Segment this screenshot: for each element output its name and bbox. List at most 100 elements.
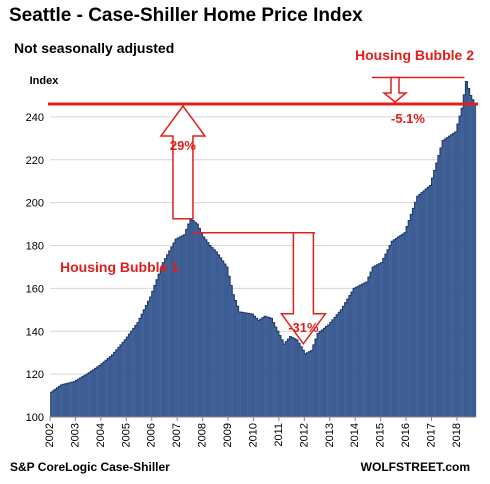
y-tick-label: 140: [26, 326, 44, 338]
bar: [149, 296, 152, 417]
bar: [310, 350, 313, 417]
y-axis-title: Index: [30, 75, 60, 87]
bar: [139, 318, 142, 417]
bar: [331, 319, 335, 417]
bar: [437, 155, 441, 417]
small-down-arrow: [381, 76, 409, 103]
bar: [323, 328, 326, 417]
bar: [253, 316, 256, 417]
bar: [113, 352, 116, 417]
x-tick-label: 2013: [324, 423, 336, 447]
bubble-2-label: Housing Bubble 2: [355, 47, 474, 63]
bar: [69, 382, 72, 417]
bar: [278, 335, 282, 417]
bar: [327, 324, 330, 417]
bar: [376, 264, 379, 417]
bar: [414, 202, 417, 417]
bar: [302, 350, 305, 417]
bar: [334, 317, 337, 417]
bar: [151, 291, 154, 417]
bar: [100, 363, 104, 417]
y-tick-label: 120: [26, 369, 44, 381]
x-tick-label: 2015: [375, 423, 387, 447]
bar: [56, 387, 59, 417]
bar: [397, 236, 400, 417]
bar: [208, 245, 212, 417]
bar: [240, 312, 244, 417]
bar: [340, 309, 343, 417]
bar: [281, 339, 284, 417]
bar: [66, 383, 70, 417]
y-tick-label: 180: [26, 241, 44, 253]
bar: [471, 99, 475, 417]
bar: [329, 322, 333, 417]
bar: [274, 326, 277, 417]
x-tick-label: 2002: [44, 423, 56, 447]
bar: [319, 331, 322, 417]
credit-note: WOLFSTREET.com: [360, 460, 470, 474]
bar: [179, 236, 182, 417]
bar-layer: [50, 81, 477, 418]
y-tick-label: 100: [26, 412, 44, 424]
bar: [270, 318, 273, 417]
bar: [429, 185, 432, 417]
bar: [143, 309, 146, 417]
bar: [225, 266, 229, 417]
bar: [215, 251, 218, 417]
x-tick-label: 2003: [69, 423, 81, 447]
bar: [401, 234, 405, 417]
drop-label: -31%: [288, 320, 319, 335]
bar: [338, 312, 341, 417]
bar: [448, 136, 451, 418]
bar: [297, 343, 301, 417]
bar: [192, 220, 195, 417]
bar: [128, 334, 131, 417]
bar: [181, 235, 184, 417]
bar: [350, 291, 354, 417]
bar: [365, 281, 369, 417]
bar: [406, 226, 409, 417]
bar: [431, 177, 434, 417]
bar: [363, 283, 366, 417]
x-tick-label: 2017: [425, 423, 437, 447]
bar: [325, 326, 328, 417]
bar: [361, 284, 364, 417]
bar: [175, 239, 178, 417]
bar: [442, 140, 445, 417]
bar: [64, 383, 68, 417]
bar: [75, 380, 78, 417]
bar: [79, 377, 82, 417]
bar: [249, 313, 252, 417]
bar: [264, 316, 267, 417]
bar: [52, 390, 55, 417]
bar: [427, 187, 430, 417]
bar: [136, 322, 140, 417]
bar: [346, 299, 349, 417]
source-note: S&P CoreLogic Case-Shiller: [10, 460, 170, 474]
bar: [232, 294, 235, 417]
x-tick-label: 2014: [349, 423, 361, 447]
bar: [109, 356, 112, 417]
bar-outline: [50, 81, 476, 393]
bar: [83, 375, 87, 417]
bar: [357, 286, 360, 417]
bar: [219, 257, 222, 417]
bar: [147, 301, 150, 417]
bar: [185, 229, 188, 417]
bar: [122, 342, 125, 417]
bar: [293, 338, 296, 417]
bar: [439, 147, 443, 417]
bar: [467, 88, 470, 417]
chart-title: Seattle - Case-Shiller Home Price Index: [9, 5, 363, 26]
bar: [261, 317, 265, 417]
bar: [317, 333, 320, 417]
bar: [420, 192, 424, 417]
bar: [236, 306, 239, 417]
bar: [289, 336, 292, 417]
y-tick-label: 220: [26, 155, 44, 167]
bar: [463, 94, 466, 418]
x-tick-label: 2016: [400, 423, 412, 447]
bar: [73, 381, 76, 417]
bar: [54, 389, 57, 417]
bar: [62, 384, 65, 417]
